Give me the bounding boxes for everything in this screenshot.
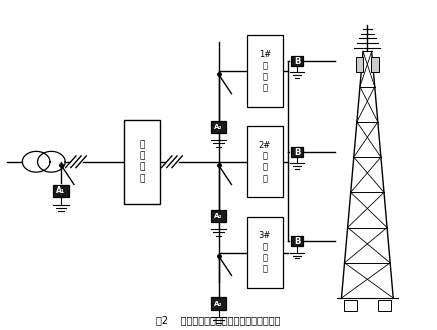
- Text: A₂: A₂: [214, 213, 223, 219]
- Bar: [343, 300, 357, 311]
- Text: 2#
发
射
机: 2# 发 射 机: [259, 141, 271, 183]
- Bar: [291, 236, 303, 247]
- Bar: [291, 56, 303, 66]
- Text: A₂: A₂: [214, 301, 223, 307]
- Bar: [356, 57, 364, 72]
- Text: B: B: [294, 57, 300, 66]
- Bar: [291, 147, 303, 157]
- Bar: [371, 57, 379, 72]
- Text: 1#
发
射
机: 1# 发 射 机: [259, 50, 271, 92]
- Text: B: B: [294, 237, 300, 246]
- Bar: [53, 185, 69, 197]
- Bar: [246, 35, 283, 107]
- Text: 图2    华南某省某调频广播发射机房防雷方案: 图2 华南某省某调频广播发射机房防雷方案: [156, 315, 281, 326]
- Bar: [378, 300, 391, 311]
- Bar: [211, 210, 226, 222]
- Bar: [246, 217, 283, 288]
- Text: B: B: [294, 148, 300, 156]
- Bar: [124, 119, 160, 204]
- Text: 总
配
电
柜: 总 配 电 柜: [139, 141, 145, 183]
- Bar: [246, 126, 283, 197]
- Bar: [211, 120, 226, 133]
- Text: A₂: A₂: [214, 124, 223, 130]
- Text: 3#
发
射
机: 3# 发 射 机: [259, 231, 271, 274]
- Text: A₁: A₁: [56, 186, 66, 195]
- Bar: [211, 297, 226, 310]
